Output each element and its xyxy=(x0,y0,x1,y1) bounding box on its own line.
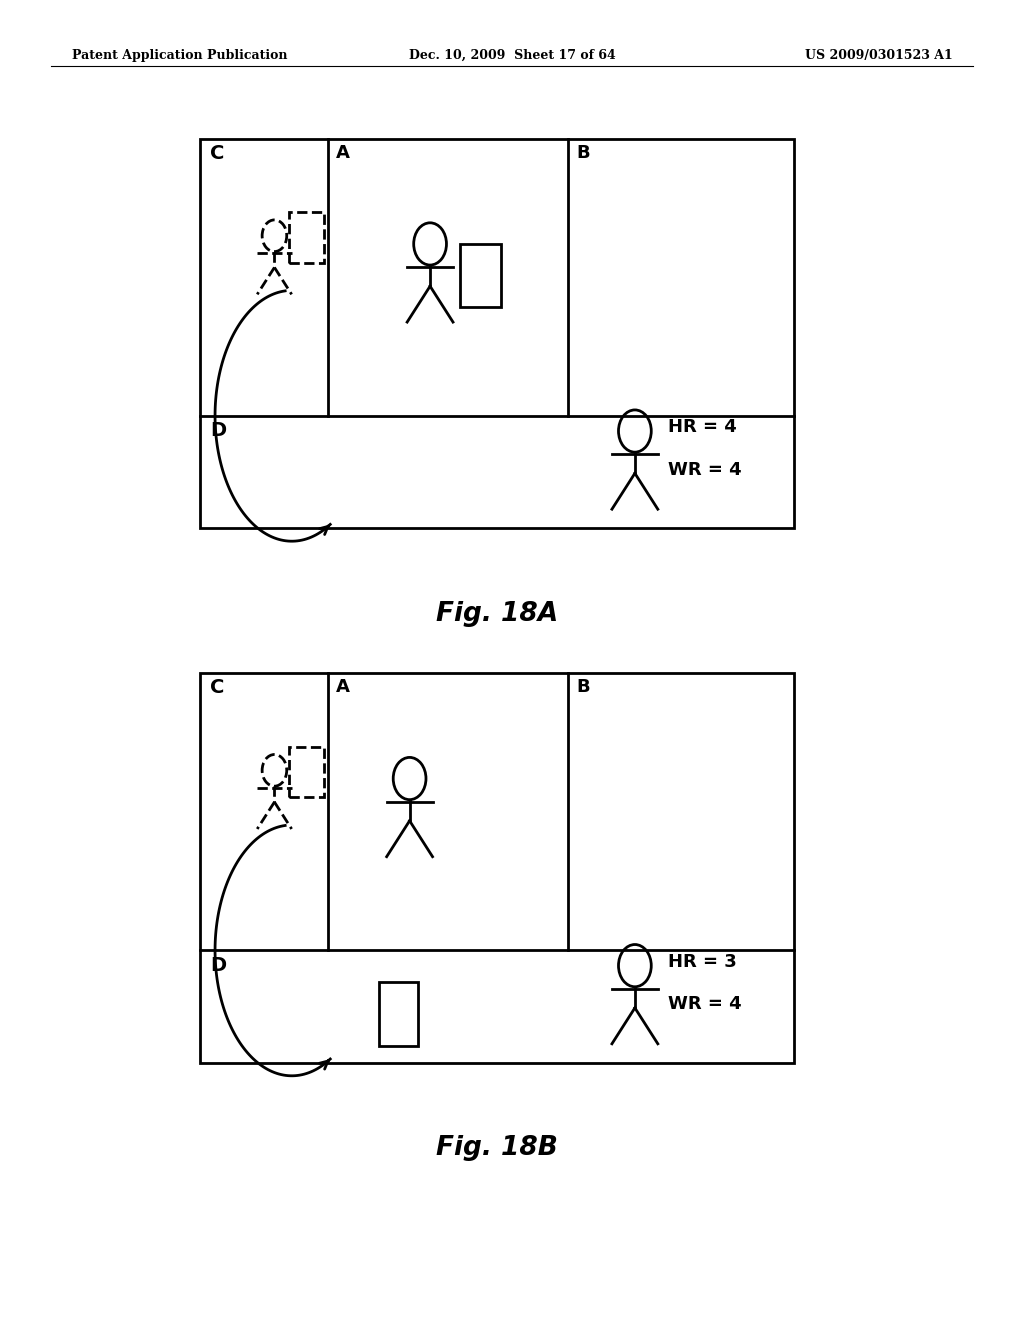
Text: D: D xyxy=(210,956,226,974)
Bar xyxy=(460,244,501,308)
Bar xyxy=(200,673,794,1063)
Text: C: C xyxy=(210,678,224,697)
Bar xyxy=(200,139,794,528)
Text: Fig. 18B: Fig. 18B xyxy=(435,1135,558,1162)
Text: WR = 4: WR = 4 xyxy=(668,461,741,479)
Text: US 2009/0301523 A1: US 2009/0301523 A1 xyxy=(805,49,952,62)
Text: B: B xyxy=(577,144,590,162)
Text: C: C xyxy=(210,144,224,162)
Text: B: B xyxy=(577,678,590,697)
Text: HR = 3: HR = 3 xyxy=(668,953,736,972)
Text: D: D xyxy=(210,421,226,440)
Text: HR = 4: HR = 4 xyxy=(668,418,736,437)
Bar xyxy=(379,982,418,1045)
Bar xyxy=(289,213,324,263)
Text: WR = 4: WR = 4 xyxy=(668,995,741,1014)
Text: A: A xyxy=(336,678,350,697)
Text: Patent Application Publication: Patent Application Publication xyxy=(72,49,287,62)
Text: Fig. 18A: Fig. 18A xyxy=(435,601,558,627)
Text: A: A xyxy=(336,144,350,162)
Text: Dec. 10, 2009  Sheet 17 of 64: Dec. 10, 2009 Sheet 17 of 64 xyxy=(409,49,615,62)
Bar xyxy=(289,747,324,797)
